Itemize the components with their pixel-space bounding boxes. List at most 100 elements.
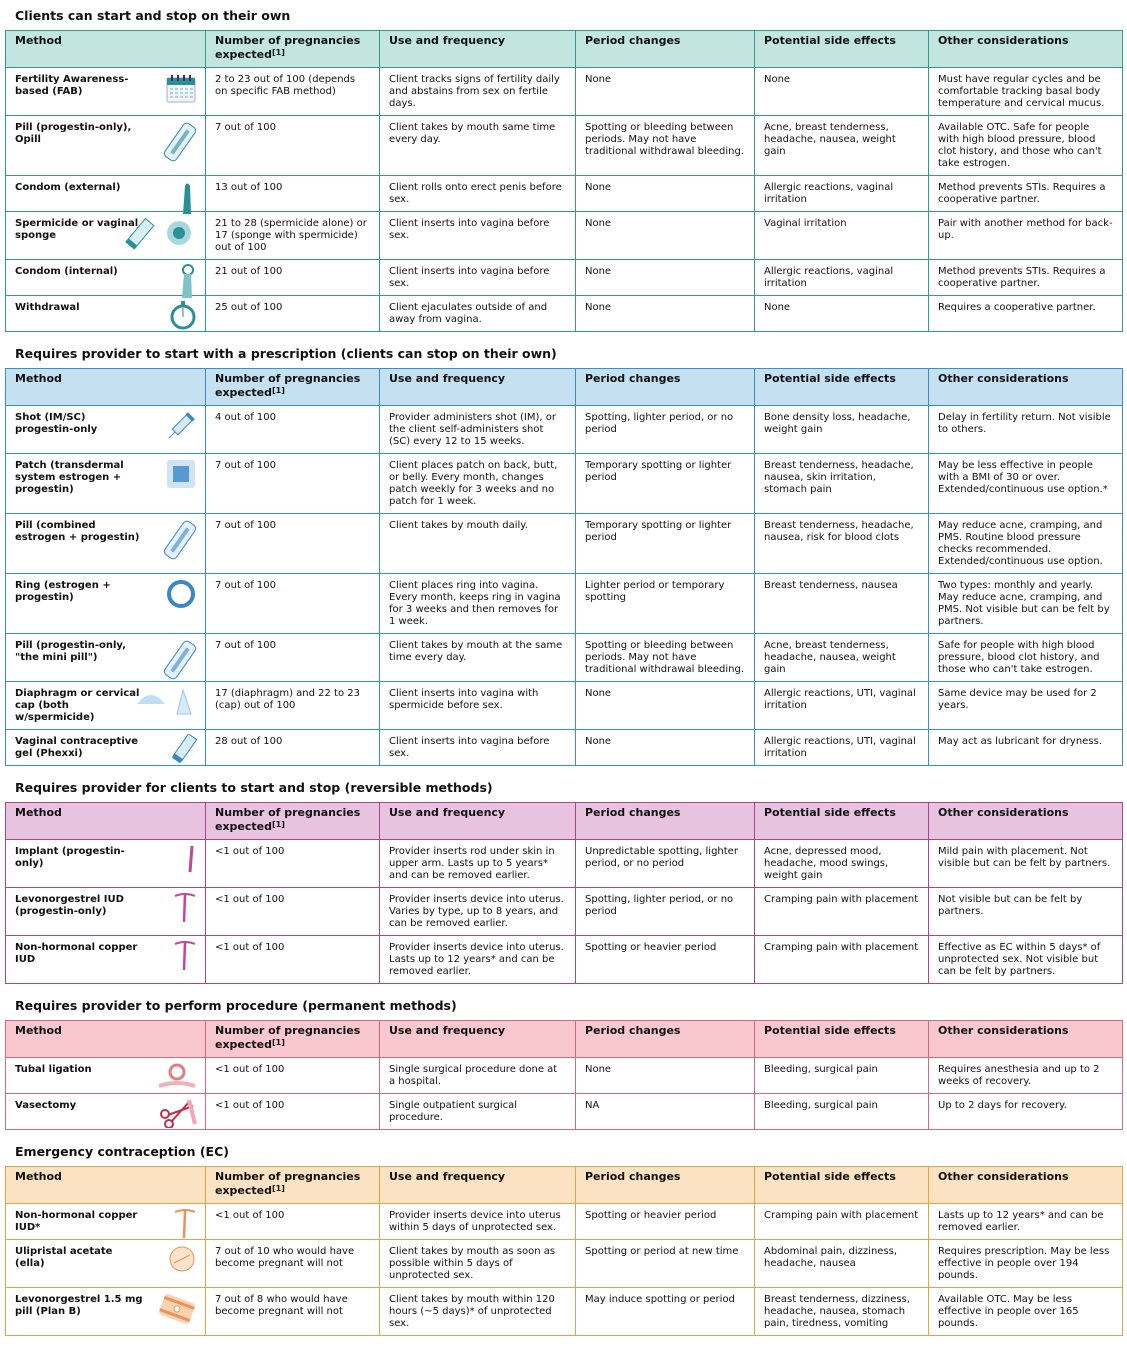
header-use: Use and frequency [379,368,576,406]
side-cell: Cramping pain with placement [754,935,929,984]
method-name: Non-hormonal copper IUD [15,942,138,965]
other-cell: Mild pain with placement. Not visible bu… [928,839,1123,888]
use-cell: Provider inserts device into uterus. Var… [379,887,576,936]
method-name: Vaginal contraceptive gel (Phexxi) [15,736,139,759]
pill-pack-icon [163,638,197,686]
header-side-effects: Potential side effects [754,1166,929,1204]
use-cell: Single surgical procedure done at a hosp… [379,1057,576,1094]
use-cell: Client inserts into vagina before sex. [379,729,576,766]
table-row: Withdrawal 25 out of 100 Client ejaculates… [5,295,1123,334]
footnote-ref: [1] [272,1184,285,1193]
method-name: Ring (estrogen + progestin) [15,580,111,603]
header-use: Use and frequency [379,1166,576,1204]
table-row: Patch (transdermal system estrogen + pro… [5,453,1123,514]
footnote-ref: [1] [272,386,285,395]
header-row: Method Number of pregnancies expected[1]… [5,1020,1123,1058]
scissors-icon [159,1098,197,1132]
pill-pack-icon [163,120,197,168]
footnote-ref: [1] [272,820,285,829]
syringe-icon [163,410,197,448]
period-cell: Spotting, lighter period, or no period [575,887,755,936]
patch-icon [165,458,197,494]
side-cell: Bone density loss, headache, weight gain [754,405,929,454]
calendar-icon [165,72,197,108]
use-cell: Client places patch on back, butt, or be… [379,453,576,514]
period-cell: Temporary spotting or lighter period [575,453,755,514]
method-cell: Withdrawal [5,295,206,334]
method-cell: Shot (IM/SC) progestin-only [5,405,206,454]
header-other: Other considerations [928,368,1123,406]
iud-icon [173,1208,197,1244]
method-cell: Patch (transdermal system estrogen + pro… [5,453,206,514]
side-cell: Allergic reactions, UTI, vaginal irritat… [754,729,929,766]
stopwatch-icon [169,300,197,334]
table-row: Diaphragm or cervical cap (both w/spermi… [5,681,1123,730]
methods-table: Method Number of pregnancies expected[1]… [5,1166,1123,1336]
side-cell: Breast tenderness, nausea [754,573,929,634]
pregnancies-cell: 28 out of 100 [205,729,380,766]
header-pregnancies: Number of pregnancies expected[1] [205,802,380,840]
table-row: Spermicide or vaginal sponge 21 to 28 (sp… [5,211,1123,260]
pregnancies-cell: 7 out of 100 [205,513,380,574]
period-cell: Unpredictable spotting, lighter period, … [575,839,755,888]
use-cell: Client takes by mouth at the same time e… [379,633,576,682]
use-cell: Client takes by mouth as soon as possibl… [379,1239,576,1288]
header-side-effects: Potential side effects [754,802,929,840]
period-cell: None [575,211,755,260]
header-pregnancies-label: Number of pregnancies expected [215,34,361,61]
period-cell: NA [575,1093,755,1130]
other-cell: Lasts up to 12 years* and can be removed… [928,1203,1123,1240]
use-cell: Client rolls onto erect penis before sex… [379,175,576,212]
period-cell: Lighter period or temporary spotting [575,573,755,634]
external-condom-icon [177,180,197,220]
ring-icon [165,578,197,614]
pregnancies-cell: 4 out of 100 [205,405,380,454]
table-row: Condom (external) 13 out of 100 Client rol… [5,175,1123,214]
method-name: Fertility Awareness-based (FAB) [15,74,129,97]
pregnancies-cell: 21 to 28 (spermicide alone) or 17 (spong… [205,211,380,260]
methods-table: Method Number of pregnancies expected[1]… [5,30,1123,332]
method-name: Levonorgestrel 1.5 mg pill (Plan B) [15,1294,143,1317]
header-row: Method Number of pregnancies expected[1]… [5,30,1123,68]
other-cell: Available OTC. May be less effective in … [928,1287,1123,1336]
side-cell: Breast tenderness, dizziness, headache, … [754,1287,929,1336]
header-method: Method [5,30,206,68]
pregnancies-cell: <1 out of 100 [205,1057,380,1094]
other-cell: Delay in fertility return. Not visible t… [928,405,1123,454]
table-row: Levonorgestrel 1.5 mg pill (Plan B) 7 out… [5,1287,1123,1336]
use-cell: Client inserts into vagina before sex. [379,259,576,296]
pregnancies-cell: 21 out of 100 [205,259,380,296]
table-row: Ring (estrogen + progestin) 7 out of 100 C… [5,573,1123,634]
method-cell: Pill (combined estrogen + progestin) [5,513,206,574]
method-cell: Spermicide or vaginal sponge [5,211,206,260]
other-cell: Not visible but can be felt by partners. [928,887,1123,936]
method-cell: Non-hormonal copper IUD* [5,1203,206,1240]
method-name: Tubal ligation [15,1064,92,1075]
method-cell: Condom (internal) [5,259,206,298]
methods-table: Method Number of pregnancies expected[1]… [5,368,1123,766]
side-cell: Allergic reactions, UTI, vaginal irritat… [754,681,929,730]
method-name: Condom (internal) [15,266,118,277]
side-cell: Breast tenderness, headache, nausea, ris… [754,513,929,574]
method-cell: Vaginal contraceptive gel (Phexxi) [5,729,206,768]
other-cell: Requires anesthesia and up to 2 weeks of… [928,1057,1123,1094]
other-cell: Requires a cooperative partner. [928,295,1123,332]
other-cell: May act as lubricant for dryness. [928,729,1123,766]
period-cell: May induce spotting or period [575,1287,755,1336]
method-cell: Pill (progestin-only, "the mini pill") [5,633,206,682]
iud-icon [173,892,197,928]
gel-tube-icon [171,733,198,768]
other-cell: Safe for people with high blood pressure… [928,633,1123,682]
method-name: Non-hormonal copper IUD* [15,1210,138,1233]
other-cell: Up to 2 days for recovery. [928,1093,1123,1130]
side-cell: Allergic reactions, vaginal irritation [754,175,929,212]
method-cell: Non-hormonal copper IUD [5,935,206,984]
period-cell: Temporary spotting or lighter period [575,513,755,574]
tubal-ligation-icon [157,1062,197,1096]
period-cell: None [575,175,755,212]
side-cell: Acne, depressed mood, headache, mood swi… [754,839,929,888]
side-cell: Breast tenderness, headache, nausea, ski… [754,453,929,514]
pregnancies-cell: <1 out of 100 [205,1203,380,1240]
iud-icon [173,940,197,976]
pregnancies-cell: <1 out of 100 [205,935,380,984]
